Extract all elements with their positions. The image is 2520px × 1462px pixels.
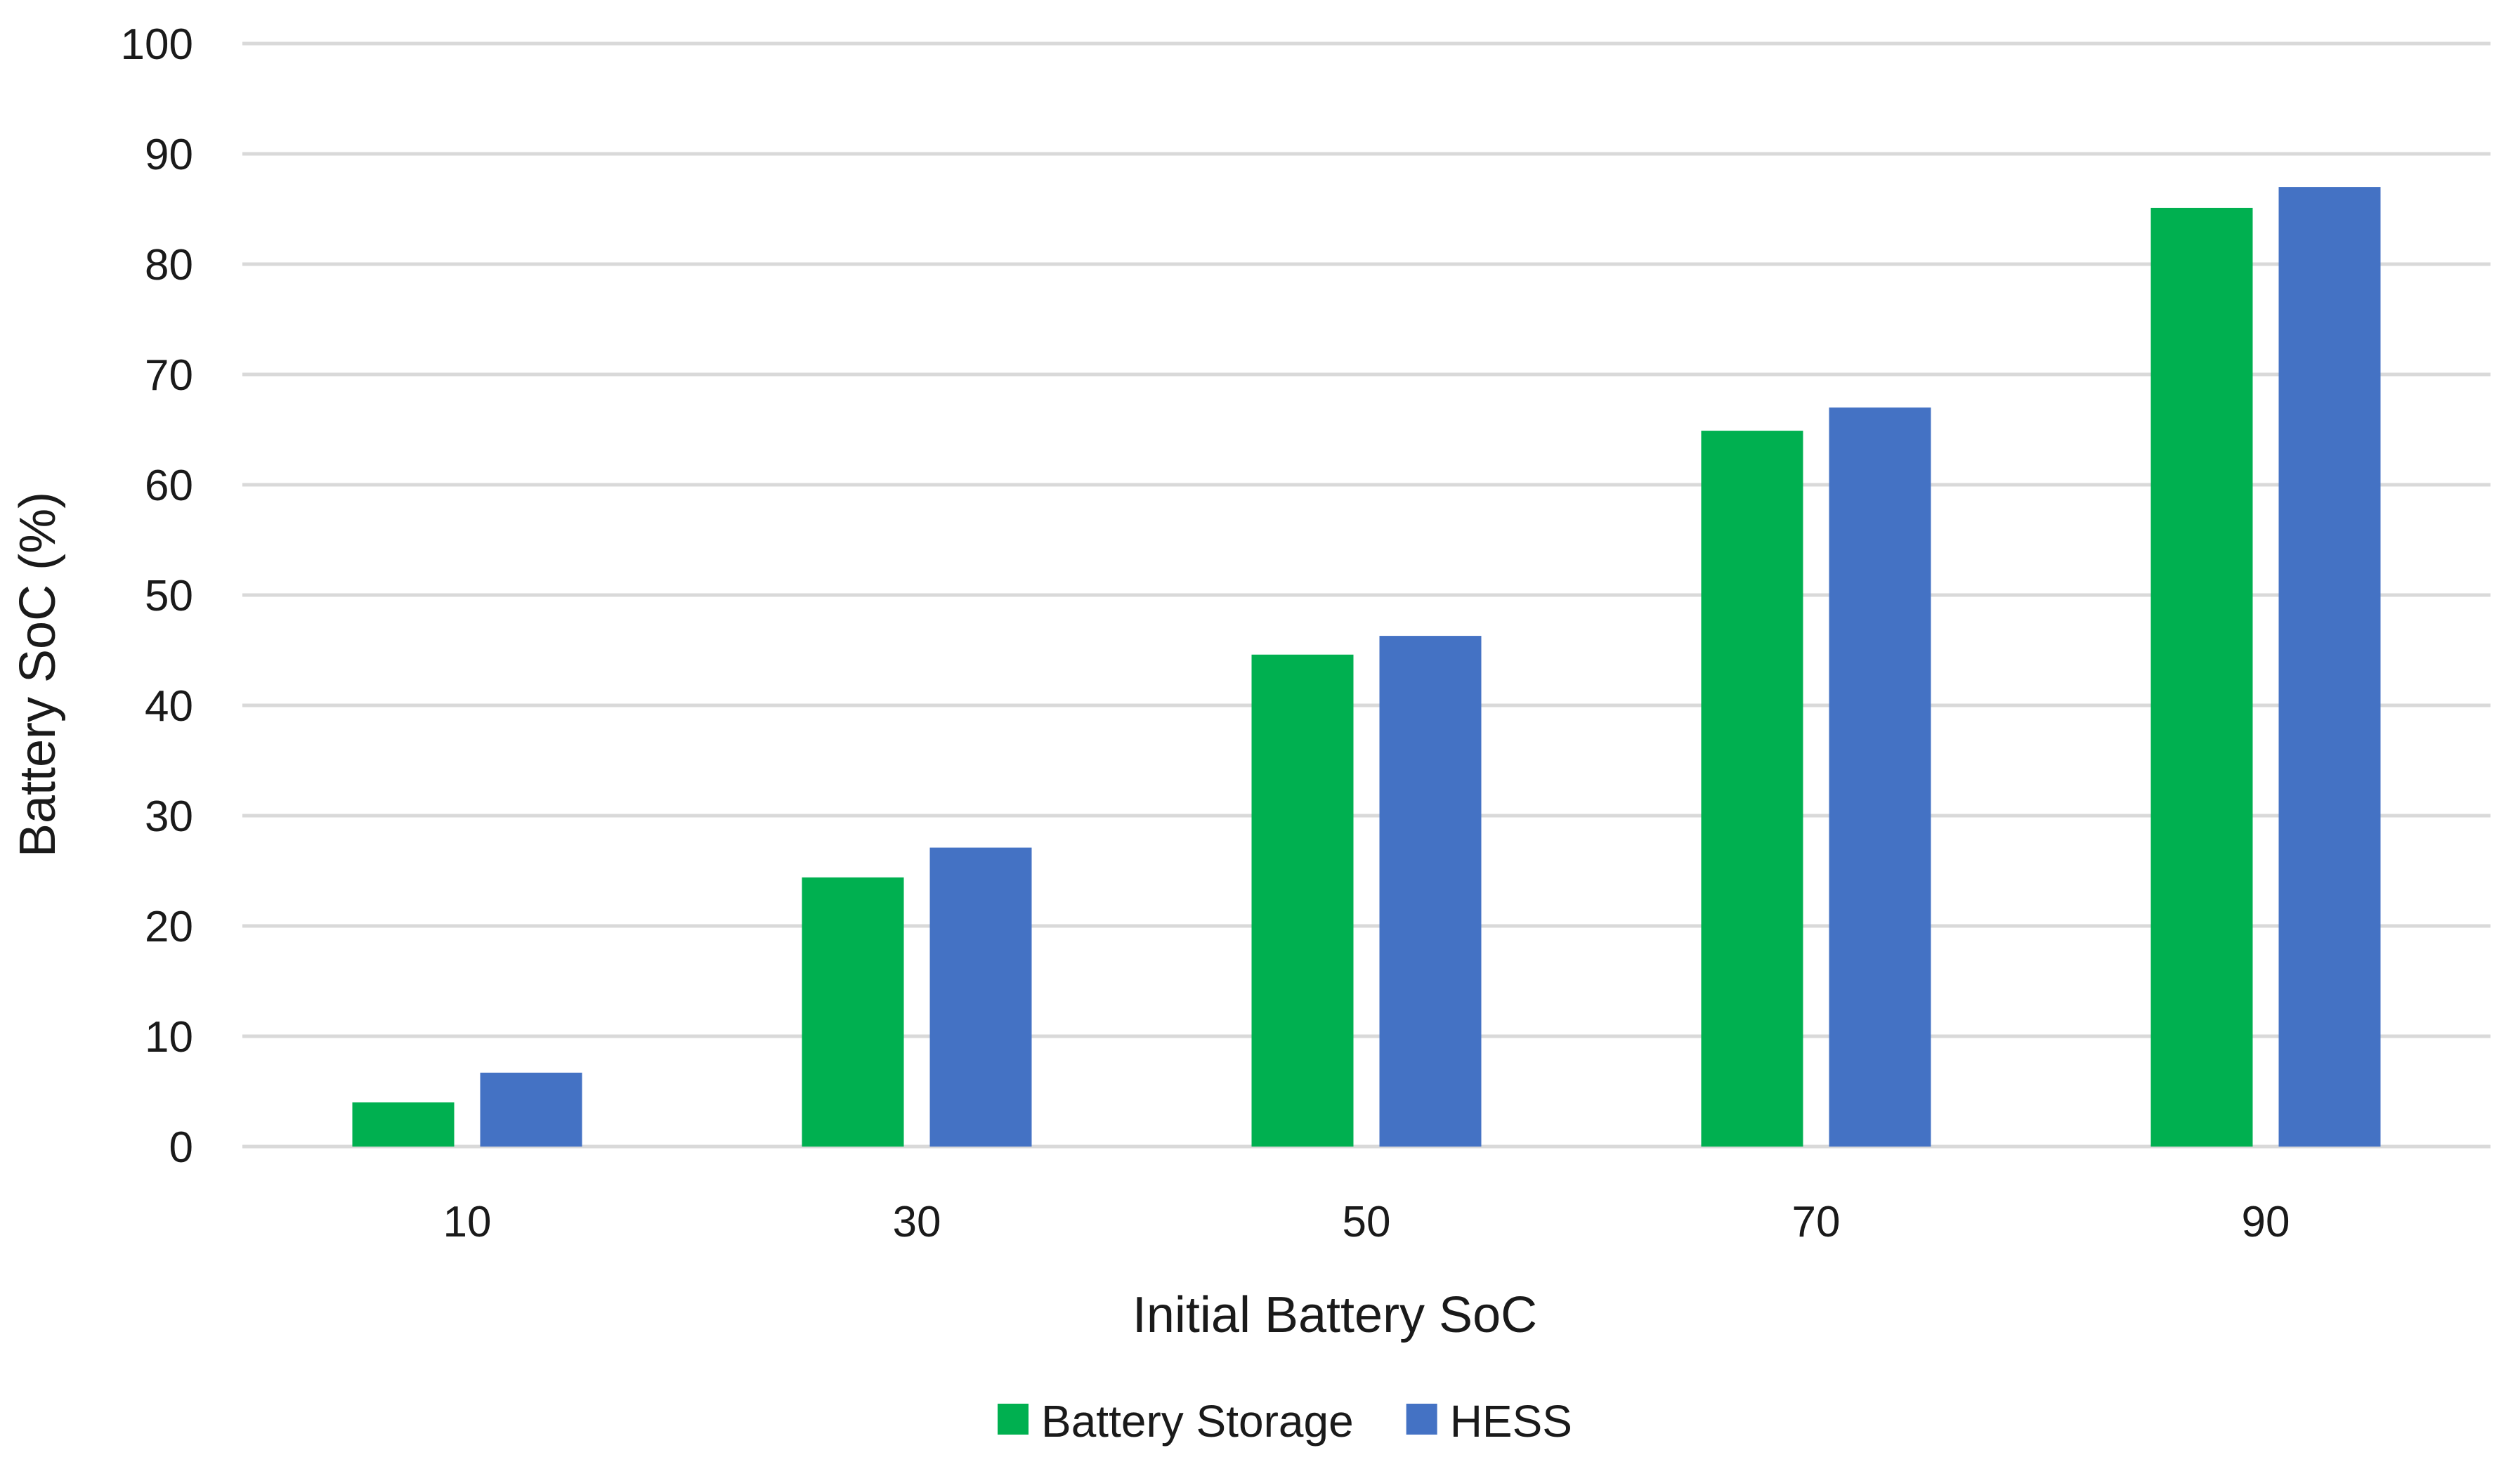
bar-battery-storage [2150,207,2253,1147]
y-tick-label: 90 [145,131,193,179]
x-tick-label: 30 [893,1198,941,1246]
x-axis-title: Initial Battery SoC [1132,1287,1537,1343]
bar-battery-storage [1701,431,1803,1147]
gridlines [242,41,2490,1149]
bar-battery-storage [352,1102,455,1147]
legend: Battery Storage HESS [998,1396,1572,1447]
y-tick-label: 60 [145,462,193,510]
bar-hess [2278,187,2381,1147]
y-tick-label: 80 [145,241,193,289]
legend-label: HESS [1450,1396,1572,1447]
x-tick-label: 90 [2242,1198,2290,1246]
y-tick-label: 30 [145,792,193,841]
y-tick-label: 100 [121,20,193,69]
y-tick-label: 50 [145,572,193,620]
bars [352,187,2381,1147]
bar-battery-storage [802,877,904,1147]
y-tick-label: 40 [145,682,193,731]
legend-label: Battery Storage [1041,1396,1354,1447]
bar-battery-storage [1251,654,1354,1147]
y-tick-label: 20 [145,903,193,951]
y-axis-title: Battery SoC (%) [10,492,66,857]
legend-swatch [1406,1404,1437,1435]
x-tick-label: 70 [1792,1198,1841,1246]
bar-hess [929,847,1032,1147]
y-tick-label: 10 [145,1013,193,1062]
bar-hess [1829,407,1931,1147]
x-axis-tick-labels: 10 30 50 70 90 [443,1198,2290,1246]
x-tick-label: 10 [443,1198,492,1246]
legend-swatch [998,1404,1029,1435]
y-tick-label: 0 [169,1123,193,1172]
y-axis-tick-labels: 0 10 20 30 40 50 60 70 80 90 100 [121,20,193,1172]
x-tick-label: 50 [1343,1198,1391,1246]
y-tick-label: 70 [145,351,193,400]
bar-hess [480,1072,582,1147]
bar-hess [1379,636,1482,1147]
